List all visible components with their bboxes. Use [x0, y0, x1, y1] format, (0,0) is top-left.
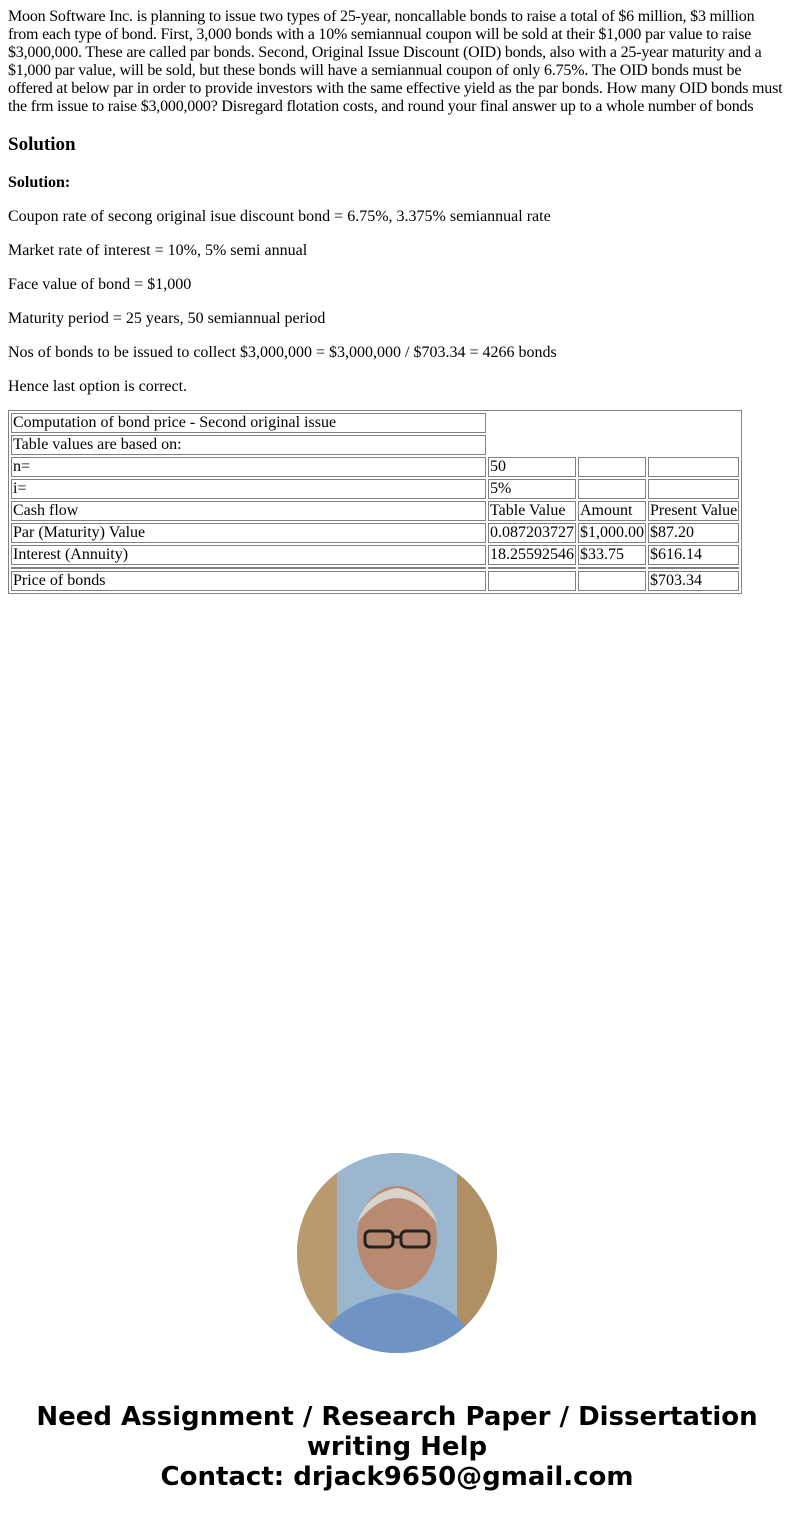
footer-line: Need Assignment / Research Paper / Disse… — [36, 1402, 758, 1462]
i-label: i= — [11, 479, 486, 499]
table-row: Par (Maturity) Value 0.087203727 $1,000.… — [11, 523, 740, 543]
table-row: Computation of bond price - Second origi… — [11, 413, 739, 433]
solution-line: Coupon rate of secong original isue disc… — [8, 208, 551, 225]
solution-line: Maturity period = 25 years, 50 semiannua… — [8, 310, 326, 327]
table-cell: 18.25592546 — [488, 545, 576, 565]
header-cell: Cash flow — [11, 501, 486, 521]
table-cell: Par (Maturity) Value — [11, 523, 486, 543]
table-cell — [578, 571, 646, 591]
table-header-row: Cash flow Table Value Amount Present Val… — [11, 501, 740, 521]
table-row: Table values are based on: — [11, 435, 739, 455]
table-cell: $703.34 — [648, 571, 740, 591]
spacer-row — [11, 567, 740, 569]
header-cell: Amount — [578, 501, 646, 521]
solution-line: Face value of bond = $1,000 — [8, 276, 192, 293]
n-value: 50 — [488, 457, 576, 477]
table-row: Interest (Annuity) 18.25592546 $33.75 $6… — [11, 545, 740, 565]
header-cell: Present Value — [648, 501, 740, 521]
question-text: Moon Software Inc. is planning to issue … — [8, 8, 783, 115]
table-cell: Interest (Annuity) — [11, 545, 486, 565]
bond-price-table: Computation of bond price - Second origi… — [8, 410, 743, 594]
table-cell: $616.14 — [648, 545, 740, 565]
total-row: Price of bonds $703.34 — [11, 571, 740, 591]
solution-label: Solution: — [8, 174, 71, 191]
n-label: n= — [11, 457, 486, 477]
header-cell: Table Value — [488, 501, 576, 521]
table-title: Computation of bond price - Second origi… — [11, 413, 486, 433]
table-cell: $33.75 — [578, 545, 646, 565]
footer-contact: Contact: drjack9650@gmail.com — [160, 1462, 634, 1492]
table-row: n= 50 — [11, 457, 740, 477]
table-subtitle: Table values are based on: — [11, 435, 486, 455]
i-value: 5% — [488, 479, 576, 499]
avatar — [297, 1153, 497, 1353]
table-cell: 0.087203727 — [488, 523, 576, 543]
solution-line: Nos of bonds to be issued to collect $3,… — [8, 344, 557, 361]
solution-line: Hence last option is correct. — [8, 378, 188, 395]
table-cell: $87.20 — [648, 523, 740, 543]
solution-heading: Solution — [8, 134, 76, 155]
table-cell — [488, 571, 576, 591]
solution-line: Market rate of interest = 10%, 5% semi a… — [8, 242, 308, 259]
table-cell: Price of bonds — [11, 571, 486, 591]
table-row: i= 5% — [11, 479, 740, 499]
footer-banner: Need Assignment / Research Paper / Disse… — [0, 1402, 794, 1492]
table-cell: $1,000.00 — [578, 523, 646, 543]
